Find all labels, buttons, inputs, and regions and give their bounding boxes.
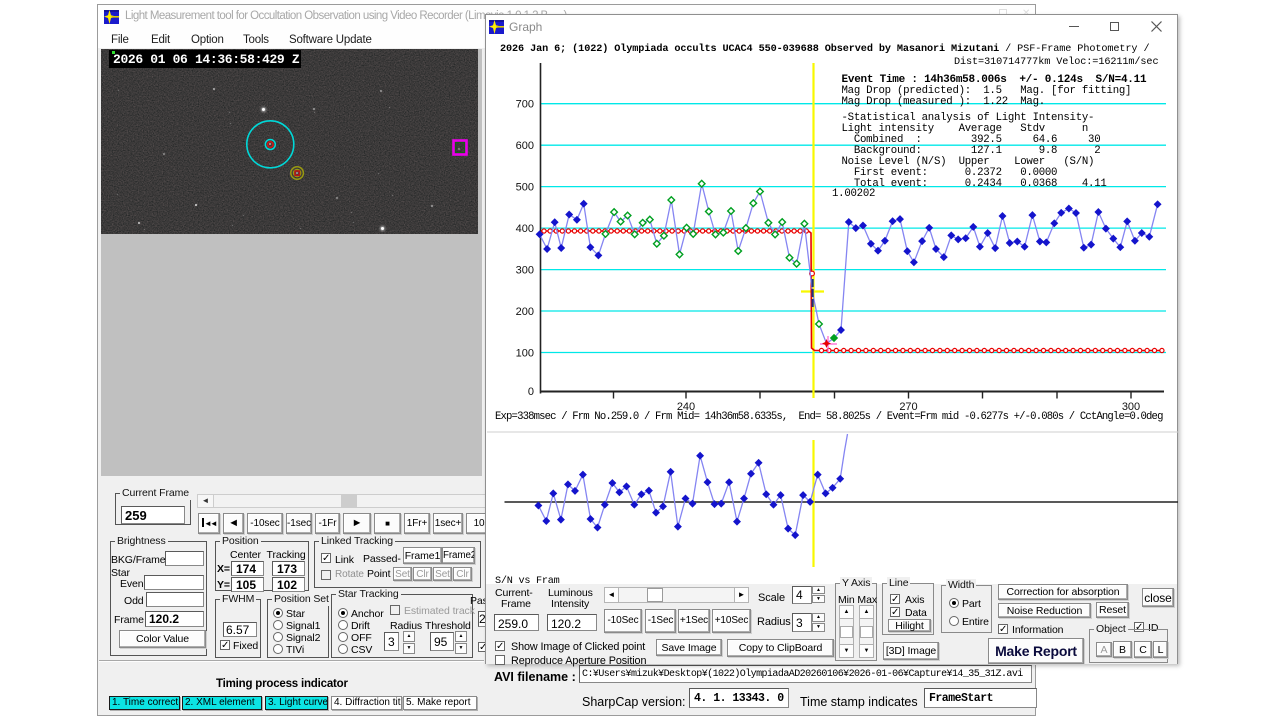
svg-text:200: 200	[516, 306, 534, 318]
svg-text:270: 270	[899, 401, 917, 413]
svg-text:240: 240	[677, 401, 695, 413]
svg-text:700: 700	[516, 99, 534, 111]
svg-text:100: 100	[516, 347, 534, 359]
svg-text:600: 600	[516, 140, 534, 152]
svg-text:500: 500	[516, 181, 534, 193]
svg-text:0: 0	[528, 386, 534, 398]
svg-text:400: 400	[516, 223, 534, 235]
svg-text:300: 300	[1122, 401, 1140, 413]
svg-text:300: 300	[516, 264, 534, 276]
